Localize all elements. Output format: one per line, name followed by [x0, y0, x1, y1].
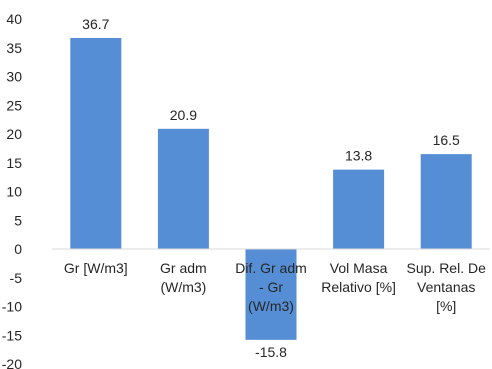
data-label: -15.8	[255, 344, 287, 360]
y-tick-label: 40	[6, 11, 22, 27]
y-tick-label: 0	[14, 241, 22, 257]
category-label: Gr [W/m3]	[64, 260, 128, 276]
bar	[70, 37, 122, 249]
category-label-line: Gr adm	[160, 260, 207, 276]
category-label-line: (W/m3)	[248, 298, 294, 314]
y-tick-label: -10	[2, 299, 22, 315]
category-label-line: - Gr	[259, 279, 283, 295]
data-label: 13.8	[345, 148, 372, 164]
y-tick-label: 30	[6, 69, 22, 85]
y-tick-label: -15	[2, 327, 22, 343]
y-tick-label: -20	[2, 356, 22, 369]
category-label-line: Relativo [%]	[321, 279, 396, 295]
category-label-line: Ventanas	[417, 279, 475, 295]
bar	[333, 169, 385, 249]
data-labels: 36.7 20.9 -15.8 13.8 16.5	[82, 16, 460, 360]
bar	[420, 154, 472, 249]
y-tick-label: 25	[6, 97, 22, 113]
y-tick-label: 15	[6, 155, 22, 171]
y-tick-label: 5	[14, 212, 22, 228]
category-label: Gr adm (W/m3)	[160, 260, 207, 295]
bar	[157, 128, 209, 249]
category-label: Vol Masa Relativo [%]	[321, 260, 396, 295]
category-label-line: Gr [W/m3]	[64, 260, 128, 276]
data-label: 36.7	[82, 16, 109, 32]
category-label-line: Sup. Rel. De	[407, 260, 487, 276]
category-label-line: (W/m3)	[160, 279, 206, 295]
y-tick-label: -5	[10, 270, 23, 286]
category-label-line: Dif. Gr adm	[235, 260, 307, 276]
bar	[245, 249, 297, 340]
category-label: Sup. Rel. De Ventanas [%]	[407, 260, 487, 314]
y-axis-ticks: 40 35 30 25 20 15 10 5 0 -5 -10 -15 -20	[2, 11, 22, 369]
bars	[70, 37, 472, 340]
y-tick-label: 35	[6, 40, 22, 56]
category-label-line: [%]	[436, 298, 456, 314]
category-label: Dif. Gr adm - Gr (W/m3)	[235, 260, 307, 314]
y-tick-label: 10	[6, 184, 22, 200]
data-label: 16.5	[433, 132, 460, 148]
category-label-line: Vol Masa	[330, 260, 388, 276]
data-label: 20.9	[170, 107, 197, 123]
y-tick-label: 20	[6, 126, 22, 142]
category-labels: Gr [W/m3] Gr adm (W/m3) Dif. Gr adm - Gr (W/m…	[64, 260, 486, 314]
